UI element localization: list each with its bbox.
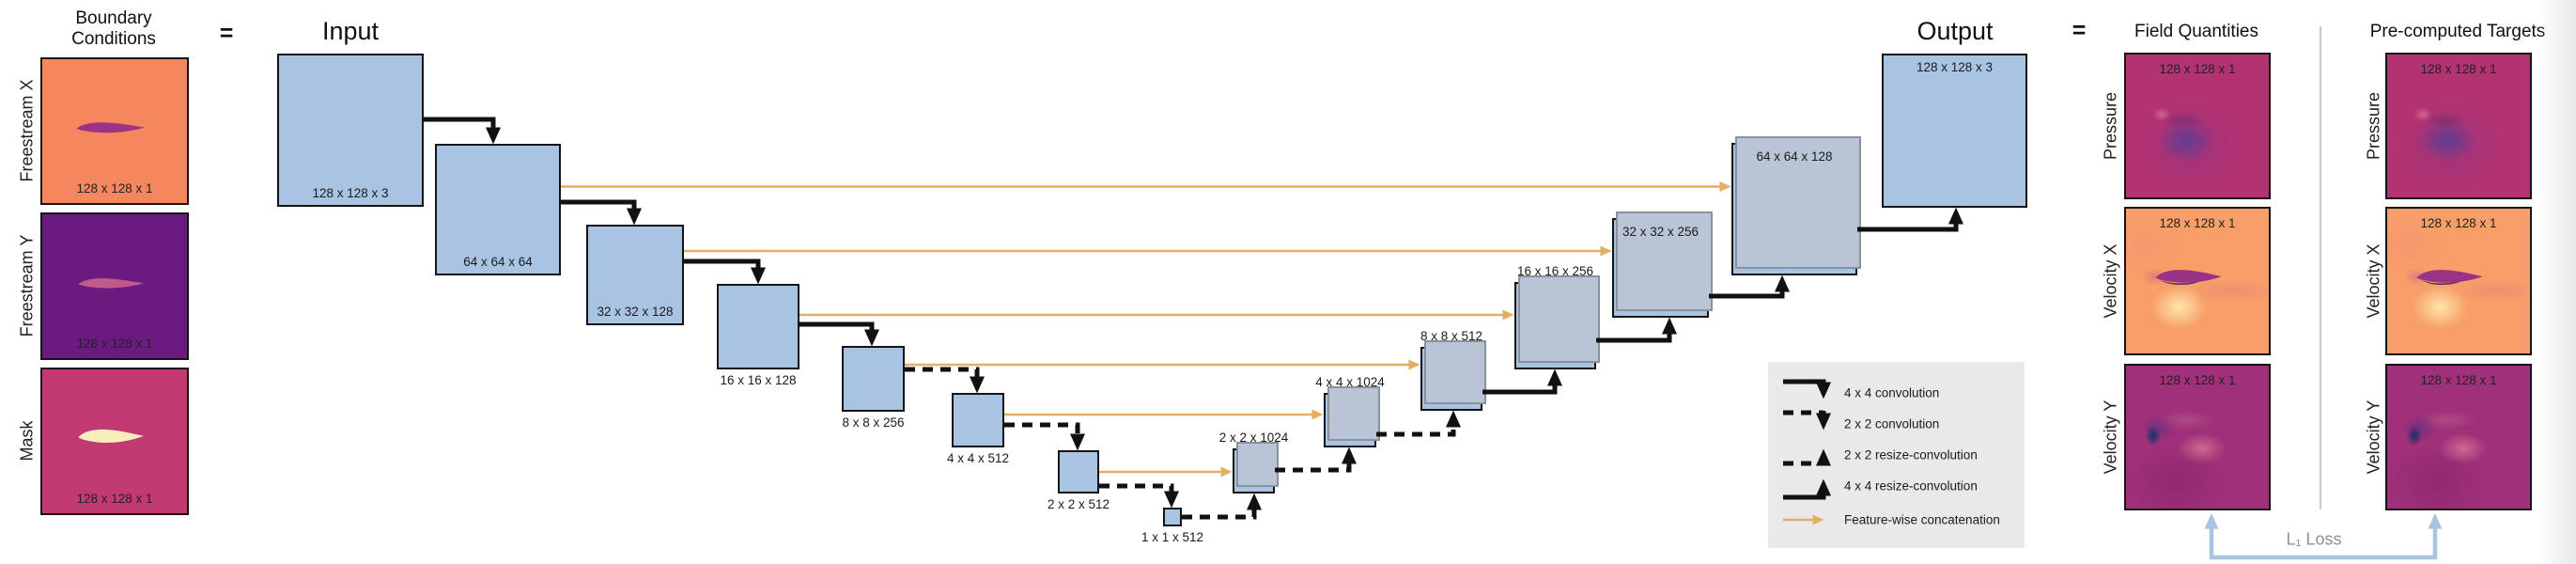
panel-caption: 128 x 128 x 1 (76, 181, 153, 196)
block-dim-label: 64 x 64 x 128 (1756, 149, 1833, 164)
conv4x4-arrow (424, 117, 501, 145)
row-label-pressure-field: Pressure (2101, 91, 2120, 161)
row-label-velocity-x-field: Velocity X (2101, 243, 2120, 319)
unet-block-enc-64: 64 x 64 x 64 (435, 144, 561, 275)
resize2x2-arrow (1376, 410, 1461, 437)
block-dim-label: 64 x 64 x 64 (463, 255, 533, 269)
panel-velocity-x-target: 128 x 128 x 1 (2385, 207, 2532, 355)
row-label-velocity-x-target: Velocity X (2364, 243, 2383, 319)
conv2x2-arrow (1004, 422, 1085, 451)
row-label-freestream-x: Freestream X (17, 79, 37, 182)
panel-mask: 128 x 128 x 1 (40, 368, 189, 515)
airfoil-shape (2416, 269, 2483, 285)
precomputed-targets-header: Pre-computed Targets (2369, 22, 2546, 41)
block-dim-label: 128 x 128 x 3 (1916, 60, 1994, 74)
panel-caption: 128 x 128 x 1 (2159, 62, 2236, 76)
panel-caption: 128 x 128 x 1 (76, 492, 153, 506)
unet-block-input: 128 x 128 x 3 (277, 54, 424, 207)
unet-block-enc-32: 32 x 32 x 128 (586, 225, 684, 325)
legend-label-2x2-resize-conv: 2 x 2 resize-convolution (1844, 447, 1978, 462)
airfoil-shape (2155, 269, 2222, 285)
panel-caption: 128 x 128 x 1 (2420, 62, 2497, 76)
resize2x2-arrow (1275, 446, 1357, 473)
panel-velocity-x-field: 128 x 128 x 1 (2124, 207, 2271, 355)
panel-caption: 128 x 128 x 1 (76, 337, 153, 351)
airfoil-shape (76, 122, 146, 133)
legend-label-4x4-resize-conv: 4 x 4 resize-convolution (1844, 478, 1978, 494)
resize4x4-arrow (1596, 317, 1677, 343)
row-label-velocity-y-target: Velocity Y (2364, 400, 2383, 475)
resize4x4-arrow (1709, 274, 1790, 299)
panel-velocity-y-target: 128 x 128 x 1 (2385, 364, 2532, 510)
panel-pressure-field: 128 x 128 x 1 (2124, 53, 2271, 199)
block-dim-label: 128 x 128 x 3 (312, 186, 389, 200)
conv2x2-arrow (1099, 483, 1179, 509)
block-dim-label: 16 x 16 x 128 (720, 373, 797, 387)
airfoil-shape (78, 430, 144, 444)
block-dim-label: 16 x 16 x 256 (1516, 264, 1594, 278)
legend-label-2x2-conv: 2 x 2 convolution (1844, 416, 1940, 431)
legend-label-concat: Feature-wise concatenation (1844, 512, 2000, 527)
row-label-velocity-y-field: Velocity Y (2101, 400, 2120, 475)
block-dim-label: 2 x 2 x 512 (1047, 497, 1110, 511)
resize2x2-arrow (1182, 493, 1262, 520)
row-label-mask: Mask (17, 420, 37, 462)
block-dim-label: 4 x 4 x 512 (946, 451, 1010, 465)
right-edge-shade (2538, 0, 2576, 564)
block-dim-label: 1 x 1 x 512 (1141, 530, 1204, 544)
panel-freestream-x: 128 x 128 x 1 (40, 57, 189, 205)
panel-caption: 128 x 128 x 1 (2420, 373, 2497, 387)
unet-block-enc-16: 16 x 16 x 128 (717, 284, 799, 387)
column-divider (2320, 26, 2321, 509)
resize4x4-arrow (1482, 368, 1562, 395)
conv4x4-arrow (561, 199, 642, 226)
block-dim-label: 32 x 32 x 128 (597, 305, 674, 319)
field-quantities-header: Field Quantities (2134, 22, 2259, 41)
unet-block-dec-64: 64 x 64 x 128 (1731, 136, 1861, 275)
input-title: Input (321, 17, 380, 45)
airfoil-shape (78, 277, 144, 289)
legend-label-4x4-conv: 4 x 4 convolution (1844, 385, 1940, 400)
resize4x4-arrow (1857, 207, 1963, 232)
unet-block-dec-32: 32 x 32 x 256 (1612, 212, 1713, 318)
panel-caption: 128 x 128 x 1 (2159, 216, 2236, 230)
equals-sign-right: = (2072, 17, 2087, 44)
unet-block-dec-4: 4 x 4 x 1024 (1315, 375, 1385, 447)
unet-block-output: 128 x 128 x 3 (1882, 54, 2027, 208)
block-dim-label: 8 x 8 x 512 (1420, 329, 1483, 343)
block-dim-label: 8 x 8 x 256 (842, 415, 905, 430)
row-label-freestream-y: Freestream Y (17, 234, 37, 337)
output-title: Output (1916, 17, 1994, 45)
l1-loss-label: L₁ Loss (2286, 529, 2342, 549)
conv4x4-arrow (684, 258, 766, 285)
panel-caption: 128 x 128 x 1 (2420, 216, 2497, 230)
unet-block-enc-4: 4 x 4 x 512 (947, 393, 1009, 465)
unet-block-dec-8: 8 x 8 x 512 (1420, 329, 1486, 411)
unet-block-bottleneck-1: 1 x 1 x 512 (1141, 508, 1203, 544)
unet-block-dec-16: 16 x 16 x 256 (1514, 264, 1600, 369)
unet-block-enc-8: 8 x 8 x 256 (842, 346, 905, 430)
unet-block-dec-2: 2 x 2 x 1024 (1219, 431, 1288, 494)
row-label-pressure-target: Pressure (2364, 91, 2383, 161)
panel-velocity-y-field: 128 x 128 x 1 (2124, 364, 2271, 510)
block-dim-label: 4 x 4 x 1024 (1315, 375, 1385, 389)
panel-freestream-y: 128 x 128 x 1 (40, 212, 189, 360)
boundary-conditions-header: Boundary Conditions (71, 8, 156, 50)
unet-block-enc-2: 2 x 2 x 512 (1047, 450, 1110, 511)
panel-caption: 128 x 128 x 1 (2159, 373, 2236, 387)
equals-sign-left: = (219, 20, 234, 47)
block-dim-label: 32 x 32 x 256 (1622, 225, 1699, 239)
panel-pressure-target: 128 x 128 x 1 (2385, 53, 2532, 199)
conv2x2-arrow (905, 367, 985, 394)
conv4x4-arrow (799, 321, 879, 347)
block-dim-label: 2 x 2 x 1024 (1218, 431, 1289, 445)
